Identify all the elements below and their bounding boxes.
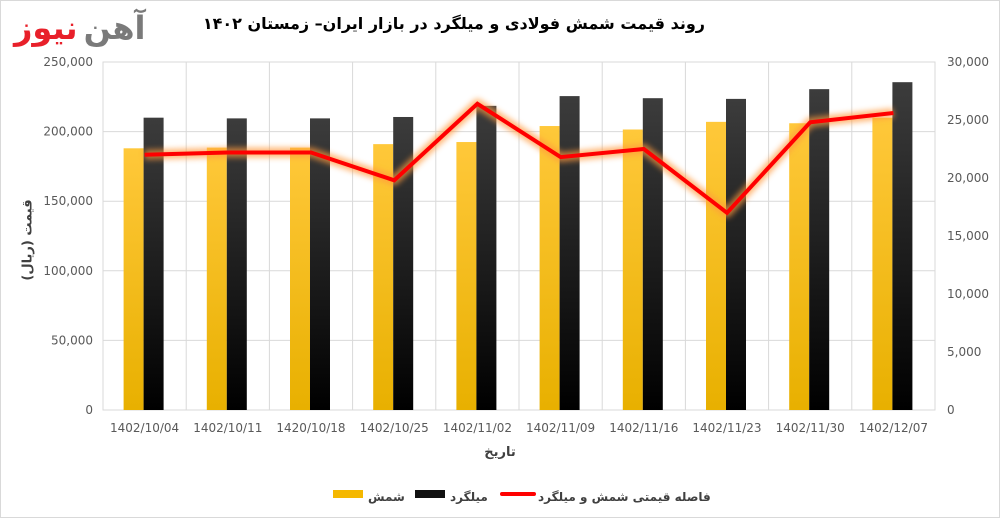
x-tick-label: 1420/10/18 <box>276 421 345 435</box>
y2-tick-label: 25,000 <box>947 113 989 127</box>
bar-ingot <box>123 148 144 410</box>
y-tick-label: 250,000 <box>43 55 93 69</box>
line-price-gap <box>144 101 894 216</box>
legend-label-ingot: شمش <box>368 490 405 504</box>
bar-rebar <box>642 98 663 410</box>
bar-rebar <box>143 117 164 411</box>
y-tick-label: 50,000 <box>51 333 93 347</box>
y2-tick-label: 15,000 <box>947 229 989 243</box>
bar-rebar <box>476 105 497 411</box>
bar-series <box>123 82 913 411</box>
x-tick-label: 1402/11/23 <box>692 421 761 435</box>
legend-label-rebar: میلگرد <box>450 490 488 504</box>
y-tick-label: 200,000 <box>43 125 93 139</box>
plot-border <box>102 61 936 411</box>
brand-logo: آهن نیوز <box>14 8 146 48</box>
x-tick-label: 1402/11/09 <box>526 421 595 435</box>
legend-swatch-rebar <box>415 490 445 498</box>
bar-rebar <box>226 118 247 410</box>
legend-item-gap: فاصله قیمتی شمش و میلگرد <box>500 486 711 508</box>
y2-tick-label: 0 <box>947 403 955 417</box>
y2-tick-label: 20,000 <box>947 171 989 185</box>
legend-swatch-gap <box>500 492 536 496</box>
x-tick-label: 1402/12/07 <box>859 421 928 435</box>
y-tick-label: 100,000 <box>43 264 93 278</box>
x-tick-label: 1402/10/04 <box>110 421 179 435</box>
bar-ingot <box>373 144 394 411</box>
x-tick-label: 1402/11/16 <box>609 421 678 435</box>
y2-tick-label: 5,000 <box>947 345 981 359</box>
legend: شمش میلگرد فاصله قیمتی شمش و میلگرد <box>0 486 1000 508</box>
legend-item-rebar: میلگرد <box>415 486 488 508</box>
line-series <box>144 98 894 218</box>
logo-part-news: نیوز <box>14 9 78 47</box>
y2-tick-label: 10,000 <box>947 287 989 301</box>
bar-rebar <box>892 82 913 411</box>
bar-ingot <box>622 129 643 410</box>
x-axis-label: تاریخ <box>484 445 516 460</box>
bar-rebar <box>726 98 746 410</box>
y-tick-label: 150,000 <box>43 194 93 208</box>
bar-ingot <box>872 117 893 411</box>
chart-title: روند قیمت شمش فولادی و میلگرد در بازار ا… <box>202 14 705 33</box>
y2-tick-label: 30,000 <box>947 55 989 69</box>
legend-item-ingot: شمش <box>333 486 405 508</box>
x-tick-label: 1402/10/25 <box>360 421 429 435</box>
x-tick-label: 1402/10/11 <box>193 421 262 435</box>
bar-ingot <box>706 121 726 410</box>
bar-rebar <box>559 96 580 410</box>
y-axis-label: قیمت (ریال) <box>20 199 36 281</box>
bar-ingot <box>456 142 477 411</box>
bar-rebar <box>310 118 330 410</box>
legend-label-gap: فاصله قیمتی شمش و میلگرد <box>538 490 711 504</box>
bar-ingot <box>789 123 810 411</box>
bar-ingot <box>290 147 310 410</box>
x-tick-label: 1402/11/30 <box>776 421 845 435</box>
bar-rebar <box>809 89 830 411</box>
bar-rebar <box>393 116 414 410</box>
bar-ingot <box>539 126 560 411</box>
bar-ingot <box>206 147 227 410</box>
legend-swatch-ingot <box>333 490 363 498</box>
axis-ticks: 0 50,000 100,000 150,000 200,000 250,000 0 5,00… <box>43 55 989 435</box>
x-tick-label: 1402/11/02 <box>443 421 512 435</box>
logo-part-ahan: آهن <box>83 9 146 47</box>
y-tick-label: 0 <box>85 403 93 417</box>
